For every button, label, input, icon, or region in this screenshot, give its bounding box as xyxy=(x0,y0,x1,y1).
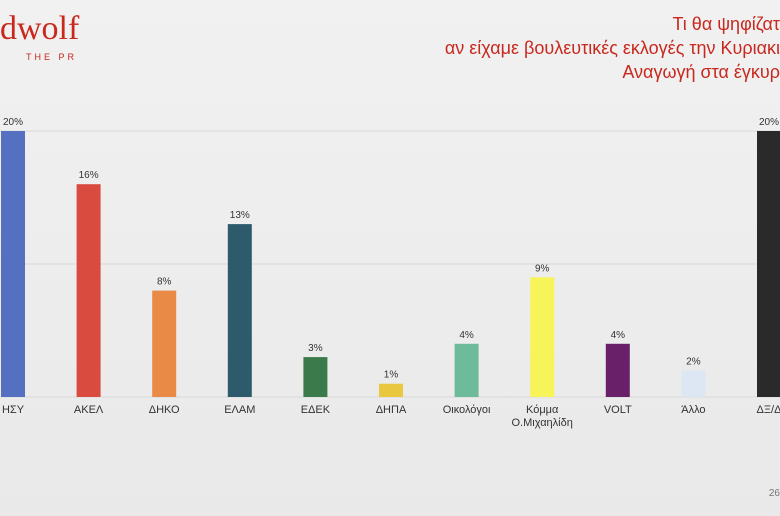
value-label: 20% xyxy=(3,117,23,128)
x-tick-label: Κόμμα Ο.Μιχαηλίδη xyxy=(511,404,573,429)
bar xyxy=(605,343,630,397)
value-label: 4% xyxy=(459,330,474,341)
value-label: 13% xyxy=(230,210,250,221)
bar xyxy=(530,277,555,397)
x-tick-label: ΑΚΕΛ xyxy=(73,404,104,416)
bar xyxy=(227,224,252,397)
value-label: 9% xyxy=(535,263,550,274)
title-line: Αναγωγή στα έγκυρ xyxy=(622,62,780,82)
x-tick-label: Οικολόγοι xyxy=(442,404,491,416)
value-label: 2% xyxy=(686,356,701,367)
logo-sub: THE PR xyxy=(26,52,78,62)
x-tick-label: ΔΗΠΑ xyxy=(375,404,407,416)
bar xyxy=(757,131,780,397)
x-tick-label: Άλλο xyxy=(681,404,706,416)
x-tick-label: ΗΣΥ xyxy=(1,404,25,416)
logo: dwolf xyxy=(0,10,80,47)
x-tick-label: ΕΔΕΚ xyxy=(300,404,331,416)
title-line: αν είχαμε βουλευτικές εκλογές την Κυριακ… xyxy=(444,38,780,58)
bar xyxy=(454,343,479,397)
page-number: 26 xyxy=(768,488,780,499)
bar xyxy=(681,370,706,397)
bar xyxy=(76,184,101,397)
x-tick-label: ΕΛΑΜ xyxy=(224,404,256,416)
value-label: 8% xyxy=(157,277,172,288)
bar xyxy=(379,383,403,397)
bar xyxy=(152,290,177,397)
value-label: 20% xyxy=(759,117,779,128)
value-label: 16% xyxy=(79,170,99,181)
bar xyxy=(303,357,328,397)
value-label: 4% xyxy=(611,330,626,341)
title-line: Τι θα ψηφίζατ xyxy=(672,14,780,34)
value-label: 1% xyxy=(384,370,399,381)
bar xyxy=(1,131,25,397)
value-label: 3% xyxy=(308,343,323,354)
x-tick-label: ΔΞ/Δ xyxy=(756,404,780,416)
x-tick-label: VOLT xyxy=(603,404,632,416)
x-tick-label: ΔΗΚΟ xyxy=(148,404,180,416)
